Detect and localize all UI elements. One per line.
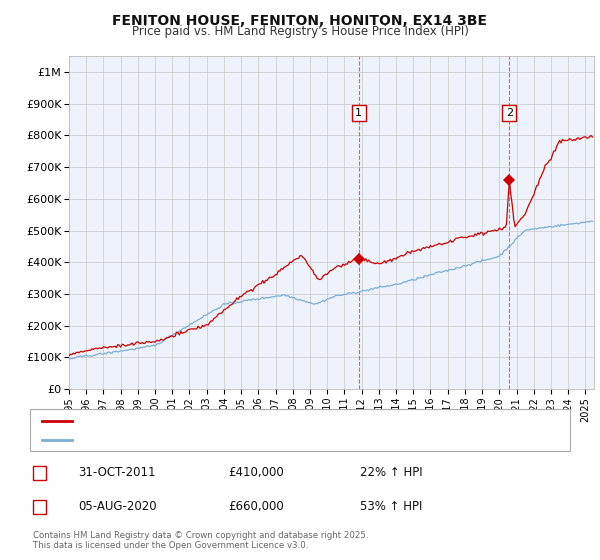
Text: Contains HM Land Registry data © Crown copyright and database right 2025.
This d: Contains HM Land Registry data © Crown c… [33, 530, 368, 550]
Text: 2: 2 [506, 108, 513, 118]
Text: 53% ↑ HPI: 53% ↑ HPI [360, 500, 422, 513]
Text: 1: 1 [355, 108, 362, 118]
Text: 2: 2 [36, 500, 43, 513]
Text: HPI: Average price, detached house, East Devon: HPI: Average price, detached house, East… [81, 435, 333, 445]
Text: 31-OCT-2011: 31-OCT-2011 [78, 466, 155, 479]
Text: 05-AUG-2020: 05-AUG-2020 [78, 500, 157, 513]
Text: 1: 1 [36, 466, 43, 479]
Text: 22% ↑ HPI: 22% ↑ HPI [360, 466, 422, 479]
Text: £410,000: £410,000 [228, 466, 284, 479]
Text: FENITON HOUSE, FENITON, HONITON, EX14 3BE (detached house): FENITON HOUSE, FENITON, HONITON, EX14 3B… [81, 416, 426, 426]
Text: FENITON HOUSE, FENITON, HONITON, EX14 3BE: FENITON HOUSE, FENITON, HONITON, EX14 3B… [113, 14, 487, 28]
Text: Price paid vs. HM Land Registry's House Price Index (HPI): Price paid vs. HM Land Registry's House … [131, 25, 469, 38]
Text: £660,000: £660,000 [228, 500, 284, 513]
